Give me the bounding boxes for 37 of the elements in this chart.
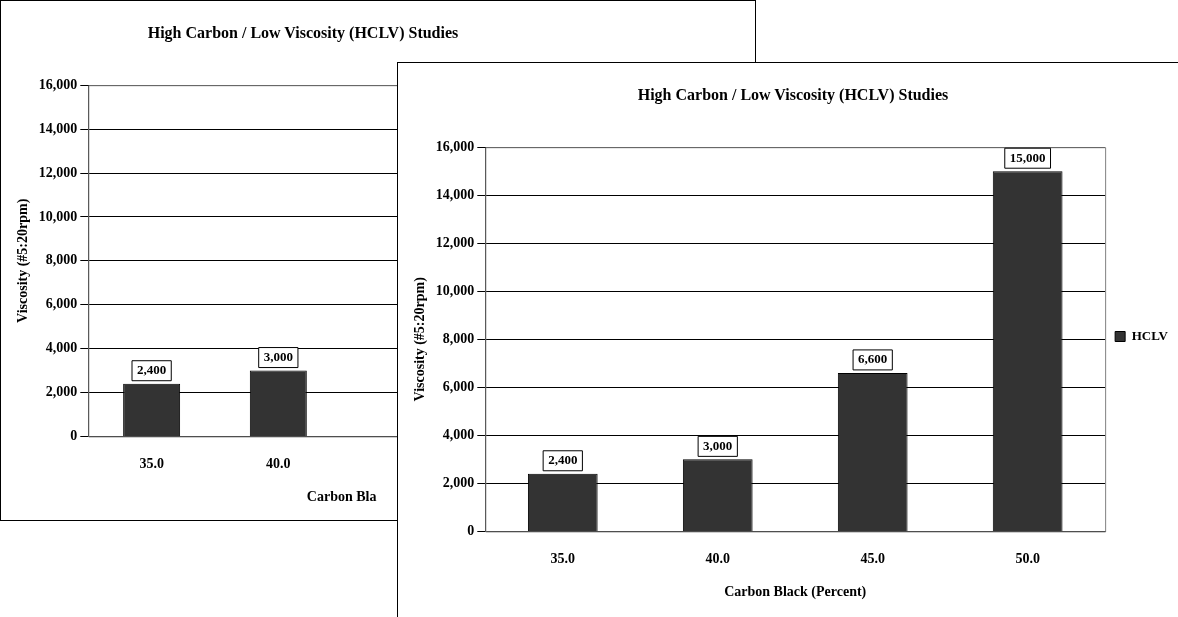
y-tick-label: 14,000 xyxy=(435,186,475,202)
y-axis-title: Viscosity (#5:20rpm) xyxy=(412,276,429,402)
x-tick-label: 50.0 xyxy=(1015,551,1040,567)
x-axis-title: Carbon Black (Percent) xyxy=(724,584,867,601)
y-tick-label: 4,000 xyxy=(442,426,475,442)
y-tick-label: 8,000 xyxy=(442,330,475,346)
text: 3,000 xyxy=(263,348,293,364)
y-tick-label: 6,000 xyxy=(442,378,475,394)
y-axis-title: Viscosity (#5:20rpm) xyxy=(15,198,32,323)
text: 6,600 xyxy=(858,351,888,367)
y-tick-label: 4,000 xyxy=(45,340,78,356)
y-tick-label: 16,000 xyxy=(38,76,78,92)
chart-title: High Carbon / Low Viscosity (HCLV) Studies xyxy=(147,23,459,42)
x-tick-label: 35.0 xyxy=(550,551,576,567)
y-tick-label: 2,000 xyxy=(442,474,475,490)
x-axis-title: Carbon Bla xyxy=(306,489,377,505)
text: 15,000 xyxy=(1009,149,1046,165)
chart-title: High Carbon / Low Viscosity (HCLV) Studies xyxy=(637,85,949,104)
y-tick-label: 14,000 xyxy=(38,120,78,136)
x-tick-label: 40.0 xyxy=(705,551,730,567)
y-tick-label: 2,000 xyxy=(45,384,78,400)
y-tick-label: 0 xyxy=(70,428,78,444)
y-tick-label: 10,000 xyxy=(38,208,78,224)
text: 2,400 xyxy=(548,452,578,468)
x-tick-label: 35.0 xyxy=(139,456,164,472)
text: 2,400 xyxy=(137,362,167,378)
legend-label: HCLV xyxy=(1131,327,1169,343)
y-tick-label: 6,000 xyxy=(45,296,78,312)
x-tick-label: 45.0 xyxy=(860,551,885,567)
text: 3,000 xyxy=(703,437,733,453)
y-tick-label: 10,000 xyxy=(435,282,475,298)
y-tick-label: 8,000 xyxy=(45,252,78,268)
y-tick-label: 12,000 xyxy=(435,234,475,250)
y-tick-label: 12,000 xyxy=(38,164,78,180)
x-tick-label: 40.0 xyxy=(266,456,291,472)
y-tick-label: 16,000 xyxy=(435,138,475,154)
y-tick-label: 0 xyxy=(467,523,475,539)
